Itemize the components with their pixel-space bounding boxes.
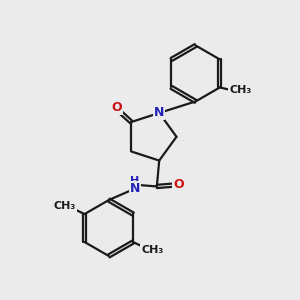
Text: H: H: [130, 176, 140, 187]
Text: O: O: [111, 101, 122, 114]
Text: N: N: [154, 106, 164, 119]
Text: O: O: [173, 178, 184, 191]
Text: CH₃: CH₃: [54, 201, 76, 212]
Text: CH₃: CH₃: [229, 85, 251, 95]
Text: CH₃: CH₃: [141, 245, 164, 255]
Text: N: N: [130, 182, 140, 195]
